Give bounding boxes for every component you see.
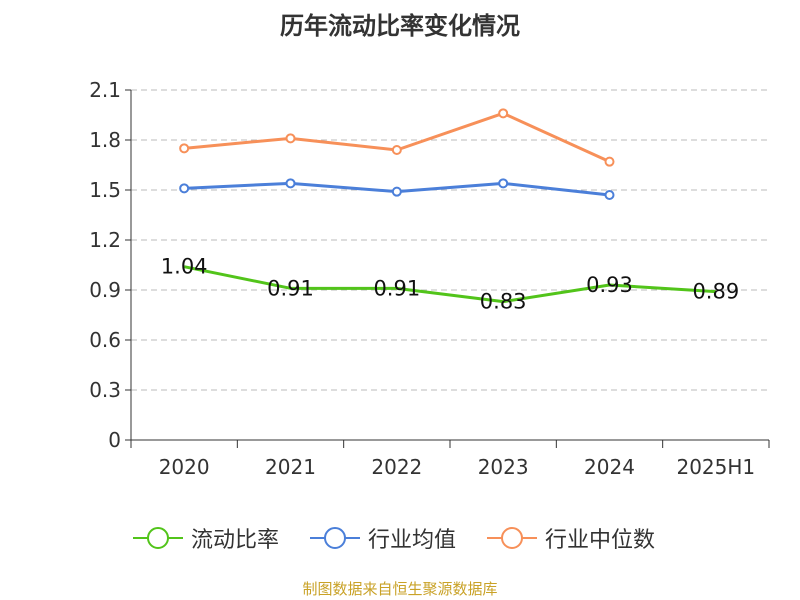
series-industry-mean-point[interactable] xyxy=(391,186,402,197)
y-tick-label: 1.8 xyxy=(89,128,121,152)
series-industry-median-point[interactable] xyxy=(391,145,402,155)
legend-item-industry-median[interactable]: 行业中位数 xyxy=(487,518,655,558)
series-industry-median-point[interactable] xyxy=(604,156,615,167)
data-label: 0.91 xyxy=(267,276,314,300)
legend-item-industry-mean[interactable]: 行业均值 xyxy=(310,518,456,558)
series-current-ratio-line xyxy=(183,265,716,304)
series-industry-mean-point[interactable] xyxy=(285,178,296,189)
series-industry-mean-point[interactable] xyxy=(604,190,615,200)
legend-label: 行业中位数 xyxy=(545,528,656,553)
line-chart: 0 0.3 0.6 0.9 1.2 1.5 1.8 2.1 2020 2021 2022 2023 20… xyxy=(89,78,770,479)
data-label-layer: 1.04 0.91 0.91 0.83 0.93 0.89 xyxy=(161,255,739,314)
chart-title: 历年流动比率变化情况 xyxy=(280,12,520,40)
y-tick-label: 2.1 xyxy=(89,78,121,102)
x-tick-label: 2021 xyxy=(265,455,316,479)
x-tick-label: 2023 xyxy=(478,455,529,479)
y-tick-label: 0.9 xyxy=(89,278,121,302)
legend: 流动比率 行业均值 行业中位数 xyxy=(0,518,800,558)
legend-label: 行业均值 xyxy=(368,528,457,553)
x-tick-label: 2025H1 xyxy=(676,455,755,479)
series-industry-median-point[interactable] xyxy=(179,143,190,154)
data-label: 0.83 xyxy=(480,290,527,314)
series-industry-median-point[interactable] xyxy=(498,108,509,119)
source-note: 制图数据来自恒生聚源数据库 xyxy=(302,580,498,598)
x-tick-label: 2020 xyxy=(159,455,210,479)
y-tick-label: 0.6 xyxy=(89,328,121,352)
series-industry-median-point[interactable] xyxy=(285,133,296,144)
y-tick-label: 1.2 xyxy=(89,228,121,252)
legend-marker-industry-mean xyxy=(310,527,360,549)
series-industry-mean-point[interactable] xyxy=(179,183,190,194)
x-tick-label: 2024 xyxy=(584,455,635,479)
data-label: 1.04 xyxy=(161,255,208,279)
y-tick-label: 0 xyxy=(108,428,121,452)
data-label: 0.93 xyxy=(586,273,633,297)
legend-marker-current-ratio xyxy=(133,527,183,549)
y-tick-label: 0.3 xyxy=(89,378,121,402)
axis-layer: 0 0.3 0.6 0.9 1.2 1.5 1.8 2.1 2020 2021 2022 2023 20… xyxy=(89,78,770,479)
y-tick-label: 1.5 xyxy=(89,178,121,202)
legend-marker-industry-median xyxy=(487,527,537,549)
legend-item-current-ratio[interactable]: 流动比率 xyxy=(133,518,279,558)
grid-layer xyxy=(131,89,769,391)
data-label: 0.89 xyxy=(692,280,739,304)
series-layer xyxy=(179,108,716,304)
legend-label: 流动比率 xyxy=(191,528,280,553)
x-tick-label: 2022 xyxy=(371,455,422,479)
series-industry-mean-point[interactable] xyxy=(498,178,509,189)
data-label: 0.91 xyxy=(373,276,420,300)
